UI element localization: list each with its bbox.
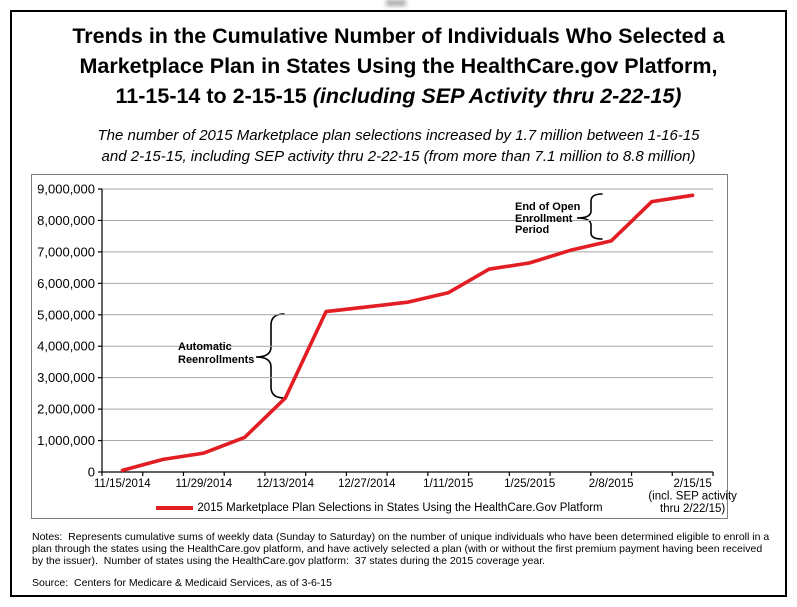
chart-title-line-1: Trends in the Cumulative Number of Indiv… <box>72 24 725 48</box>
source-text: Source: Centers for Medicare & Medicaid … <box>32 577 332 589</box>
y-axis-label: 0 <box>88 465 95 480</box>
legend-label: 2015 Marketplace Plan Selections in Stat… <box>197 502 603 514</box>
x-axis-label: 12/13/2014 <box>257 478 315 490</box>
chart-subtitle: The number of 2015 Marketplace plan sele… <box>12 125 785 167</box>
x-axis-label: 11/15/2014 <box>94 478 151 490</box>
notes-text: Notes: Represents cumulative sums of wee… <box>32 531 773 567</box>
legend: 2015 Marketplace Plan Selections in Stat… <box>32 502 727 514</box>
y-axis-label: 7,000,000 <box>37 244 95 259</box>
figure-frame: Trends in the Cumulative Number of Indiv… <box>10 10 787 597</box>
x-axis-label: 12/27/2014 <box>338 478 396 490</box>
left-brace <box>255 313 285 399</box>
chart-title-line-3: 11-15-14 to 2-15-15 (including SEP Activ… <box>115 84 682 108</box>
y-axis-label: 1,000,000 <box>37 433 95 448</box>
page-edge-artifact <box>386 0 406 6</box>
y-axis-label: 8,000,000 <box>37 213 95 228</box>
annotation-automatic-reenrollments: Automatic Reenrollments <box>178 341 255 366</box>
chart-subtitle-line-1: The number of 2015 Marketplace plan sele… <box>97 127 700 144</box>
right-brace <box>576 193 603 240</box>
y-axis-label: 6,000,000 <box>37 276 95 291</box>
x-axis-label: 1/11/2015 <box>423 478 473 490</box>
annotation-end-of-open-enrollment: End of Open Enrollment Period <box>515 201 581 236</box>
y-axis-label: 2,000,000 <box>37 402 95 417</box>
chart-subtitle-line-2: and 2-15-15, including SEP activity thru… <box>101 148 696 165</box>
x-axis-label: 11/29/2014 <box>175 478 232 490</box>
chart-title-sep-note: (including SEP Activity thru 2-22-15) <box>312 84 682 108</box>
x-axis-label: 2/15/15 (incl. SEP activity thru 2/22/15) <box>648 478 737 515</box>
plot-area: 0 1,000,000 2,000,000 3,000,000 4,000,000 5,0… <box>37 182 737 516</box>
chart-area: 0 1,000,000 2,000,000 3,000,000 4,000,000 5,0… <box>31 174 737 519</box>
chart-title: Trends in the Cumulative Number of Indiv… <box>12 21 785 111</box>
legend-line-marker <box>156 506 194 510</box>
y-axis-label: 5,000,000 <box>37 307 95 322</box>
x-axis-label: 1/25/2015 <box>504 478 555 490</box>
y-axis-label: 4,000,000 <box>37 339 95 354</box>
y-axis-label: 9,000,000 <box>37 182 95 197</box>
x-axis-label: 2/8/2015 <box>589 478 634 490</box>
series-line <box>120 193 695 473</box>
chart-title-line-2: Marketplace Plan in States Using the Hea… <box>79 54 718 78</box>
y-axis-label: 3,000,000 <box>37 370 95 385</box>
